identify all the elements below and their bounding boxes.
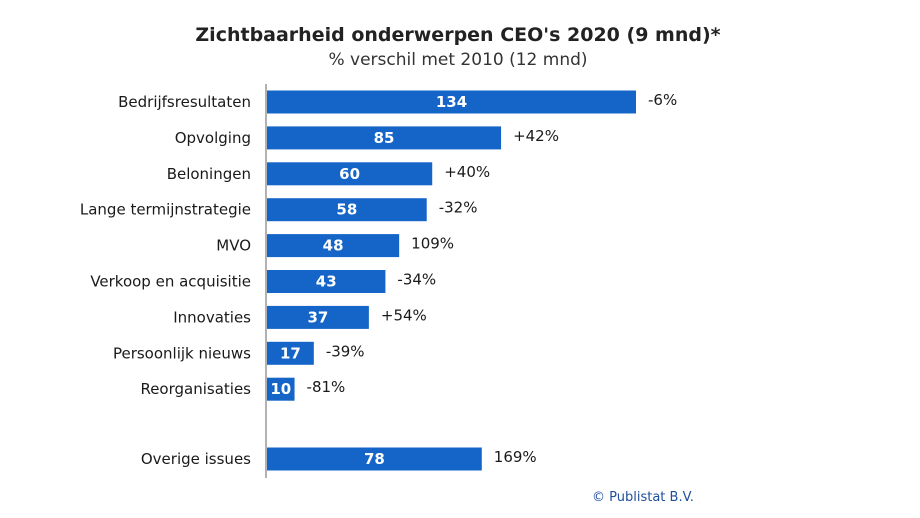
category-label: Opvolging <box>175 129 251 147</box>
change-label: -32% <box>439 199 478 217</box>
change-label: -39% <box>326 342 365 360</box>
change-label: 169% <box>494 448 537 466</box>
copyright-credit: © Publistat B.V. <box>592 490 694 505</box>
bar <box>267 341 314 365</box>
bar <box>267 447 482 471</box>
category-label: Innovaties <box>173 308 251 326</box>
change-label: -81% <box>307 378 346 396</box>
category-label: Bedrijfsresultaten <box>118 93 251 111</box>
category-label: Persoonlijk nieuws <box>113 344 251 362</box>
category-label: Beloningen <box>167 165 251 183</box>
bars-layer: Bedrijfsresultaten 134 -6% Opvolging 85 +42% B… <box>80 90 677 471</box>
category-label: Overige issues <box>141 450 251 468</box>
bar <box>267 198 427 222</box>
bar-value-label: 85 <box>374 129 395 147</box>
bar-value-label: 60 <box>339 165 360 183</box>
category-label: Lange termijnstrategie <box>80 201 251 219</box>
bar <box>267 270 386 293</box>
bar-value-label: 48 <box>323 237 344 255</box>
change-label: 109% <box>411 235 454 253</box>
change-label: +40% <box>444 163 490 181</box>
bar-value-label: 43 <box>316 273 337 291</box>
category-label: Verkoop en acquisitie <box>90 273 251 291</box>
chart-title: Zichtbaarheid onderwerpen CEO's 2020 (9 … <box>195 24 720 46</box>
bar <box>267 126 502 150</box>
change-label: -34% <box>397 271 436 289</box>
bar-value-label: 134 <box>436 93 467 111</box>
change-label: +42% <box>513 127 559 145</box>
bar <box>267 90 636 114</box>
bar <box>267 234 400 258</box>
change-label: -6% <box>648 91 677 109</box>
change-label: +54% <box>381 306 427 324</box>
bar-value-label: 37 <box>308 308 329 326</box>
bar-value-label: 58 <box>336 201 357 219</box>
bar <box>267 305 369 329</box>
bar-value-label: 17 <box>280 344 301 362</box>
bar-value-label: 78 <box>364 450 385 468</box>
category-label: Reorganisaties <box>140 380 251 398</box>
chart-subtitle: % verschil met 2010 (12 mnd) <box>328 50 587 70</box>
bar-value-label: 10 <box>270 380 291 398</box>
category-label: MVO <box>216 237 251 255</box>
bar <box>267 162 433 186</box>
bar <box>267 377 295 401</box>
